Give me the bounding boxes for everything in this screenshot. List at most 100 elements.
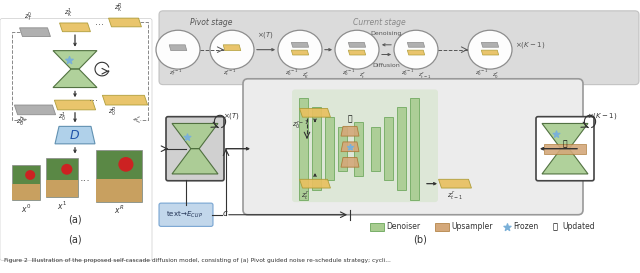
Text: ...: ... [95,17,104,28]
Text: $z_0^{r-1}$: $z_0^{r-1}$ [401,67,415,78]
Polygon shape [348,42,365,47]
FancyBboxPatch shape [324,117,333,180]
Text: $\times(K-1)$: $\times(K-1)$ [515,40,545,50]
Text: $\times(T)$: $\times(T)$ [223,111,241,121]
Ellipse shape [468,30,512,69]
Circle shape [25,170,35,180]
Text: Figure 2  Illustration of the proposed self-cascade diffusion model, consisting : Figure 2 Illustration of the proposed se… [4,258,391,263]
FancyBboxPatch shape [0,19,152,260]
Text: (a): (a) [68,234,82,244]
FancyBboxPatch shape [353,121,362,176]
Text: $z_T^0$: $z_T^0$ [24,11,32,24]
FancyBboxPatch shape [544,144,586,154]
Text: $z_0^{r}$: $z_0^{r}$ [492,71,499,81]
Text: Denoising: Denoising [371,31,402,36]
Text: $D$: $D$ [70,129,81,142]
Text: $z_0^R$: $z_0^R$ [108,106,116,119]
Polygon shape [54,100,95,110]
Text: Pivot stage: Pivot stage [190,18,232,27]
FancyBboxPatch shape [371,127,380,171]
Text: $x^1$: $x^1$ [57,199,67,212]
Text: $z_{t-1}^r$: $z_{t-1}^r$ [447,189,463,202]
Text: ...: ... [88,93,97,103]
Polygon shape [407,50,425,55]
Text: $z_0^{r-1}$: $z_0^{r-1}$ [342,67,356,78]
Point [345,145,355,149]
Polygon shape [223,45,241,51]
Polygon shape [407,42,425,47]
Text: $z_0^{r-1}$: $z_0^{r-1}$ [285,67,299,78]
Polygon shape [348,50,365,55]
FancyBboxPatch shape [370,222,384,231]
Polygon shape [172,149,218,174]
Point [182,135,192,139]
FancyBboxPatch shape [298,98,307,200]
Ellipse shape [335,30,379,69]
FancyBboxPatch shape [96,179,142,202]
Text: Updated: Updated [562,222,595,232]
Text: $z_K^{r}$: $z_K^{r}$ [302,71,310,81]
Text: $z_T^{r-1}$: $z_T^{r-1}$ [169,67,183,78]
FancyBboxPatch shape [166,117,224,181]
Text: $z_0^0$: $z_0^0$ [16,116,24,129]
Circle shape [61,164,72,175]
Ellipse shape [394,30,438,69]
Text: $x^0$: $x^0$ [21,202,31,215]
FancyBboxPatch shape [159,203,213,226]
Polygon shape [109,18,141,27]
Polygon shape [341,142,359,152]
FancyBboxPatch shape [435,222,449,231]
FancyBboxPatch shape [12,185,40,200]
Text: $z_0^1$: $z_0^1$ [58,111,66,124]
Polygon shape [60,23,90,32]
Polygon shape [20,28,51,37]
FancyBboxPatch shape [96,150,142,202]
Text: Denoiser: Denoiser [386,222,420,232]
Point [502,225,512,229]
FancyBboxPatch shape [46,158,78,197]
Text: $z_0^{r-1}$: $z_0^{r-1}$ [476,67,489,78]
FancyBboxPatch shape [536,117,594,181]
Polygon shape [341,158,359,167]
Text: text$\!\rightarrow\!E_{CLIP}$: text$\!\rightarrow\!E_{CLIP}$ [166,210,204,220]
Polygon shape [481,42,499,47]
Polygon shape [172,123,218,149]
FancyBboxPatch shape [397,108,406,190]
Polygon shape [55,126,95,144]
Ellipse shape [278,30,322,69]
Text: Current stage: Current stage [353,18,406,27]
Text: 🔥: 🔥 [553,222,558,232]
FancyBboxPatch shape [159,11,639,85]
Text: Diffusion: Diffusion [372,63,401,68]
FancyBboxPatch shape [46,180,78,197]
Ellipse shape [210,30,254,69]
Text: Frozen: Frozen [513,222,538,232]
Text: (b): (b) [413,234,427,244]
Polygon shape [341,126,359,136]
Polygon shape [169,45,187,51]
Text: $\times(T)$: $\times(T)$ [257,30,275,40]
Polygon shape [300,108,330,117]
Text: (a): (a) [68,215,82,225]
Text: $x^R$: $x^R$ [114,204,124,216]
Polygon shape [53,51,97,69]
Point [64,58,74,63]
FancyBboxPatch shape [383,117,392,180]
Circle shape [118,157,134,172]
Polygon shape [542,123,588,149]
Polygon shape [291,50,308,55]
Ellipse shape [156,30,200,69]
Polygon shape [438,179,472,188]
Text: ...: ... [79,173,90,183]
Text: $z_0^{r-1}$: $z_0^{r-1}$ [292,118,308,132]
FancyBboxPatch shape [312,108,321,190]
FancyBboxPatch shape [243,79,583,215]
Text: ✦: ✦ [66,57,72,63]
Polygon shape [14,105,56,115]
Text: $z_t^{r-1}$: $z_t^{r-1}$ [223,67,237,78]
FancyBboxPatch shape [337,127,346,171]
Polygon shape [300,179,330,188]
Polygon shape [542,149,588,174]
Text: Upsampler: Upsampler [451,222,493,232]
Text: $z_K^1$: $z_K^1$ [63,6,72,20]
